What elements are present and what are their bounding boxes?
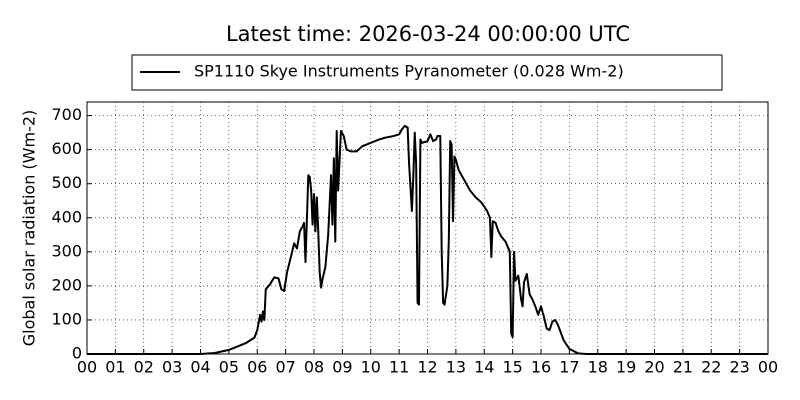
x-tick-label: 00 (77, 358, 97, 377)
y-tick-label: 300 (51, 241, 82, 260)
x-tick-label: 11 (389, 358, 409, 377)
y-tick-label: 0 (72, 344, 82, 363)
x-tick-label: 23 (729, 358, 749, 377)
x-tick-label: 14 (474, 358, 494, 377)
x-tick-label: 10 (361, 358, 381, 377)
x-tick-label: 08 (304, 358, 324, 377)
x-tick-label: 01 (105, 358, 125, 377)
legend-label: SP1110 Skye Instruments Pyranometer (0.0… (194, 62, 624, 81)
x-tick-label: 16 (531, 358, 551, 377)
y-axis-label: Global solar radiation (Wm-2) (20, 110, 39, 347)
x-tick-label: 05 (219, 358, 239, 377)
y-tick-label: 600 (51, 139, 82, 158)
x-tick-label: 03 (162, 358, 182, 377)
line (87, 124, 768, 355)
y-tick-label: 500 (51, 173, 82, 192)
x-tick-label: 22 (701, 358, 721, 377)
chart-title: Latest time: 2026-03-24 00:00:00 UTC (226, 22, 630, 46)
x-tick-label: 15 (502, 358, 522, 377)
x-tick-label: 06 (247, 358, 267, 377)
x-tick-label: 21 (673, 358, 693, 377)
y-tick-label: 400 (51, 207, 82, 226)
x-tick-label: 02 (134, 358, 154, 377)
x-tick-label: 07 (275, 358, 295, 377)
y-tick-label: 700 (51, 105, 82, 124)
plot-frame (86, 101, 769, 355)
x-tick-label: 17 (559, 358, 579, 377)
x-tick-label: 13 (446, 358, 466, 377)
y-tick-label: 100 (51, 309, 82, 328)
x-tick-label: 12 (417, 358, 437, 377)
x-tick-label: 09 (332, 358, 352, 377)
x-tick-label: 04 (190, 358, 210, 377)
x-tick-label: 00 (758, 358, 778, 377)
y-tick-label: 200 (51, 275, 82, 294)
legend-box (131, 54, 723, 91)
x-tick-label: 18 (588, 358, 608, 377)
x-tick-label: 20 (644, 358, 664, 377)
x-tick-label: 19 (616, 358, 636, 377)
